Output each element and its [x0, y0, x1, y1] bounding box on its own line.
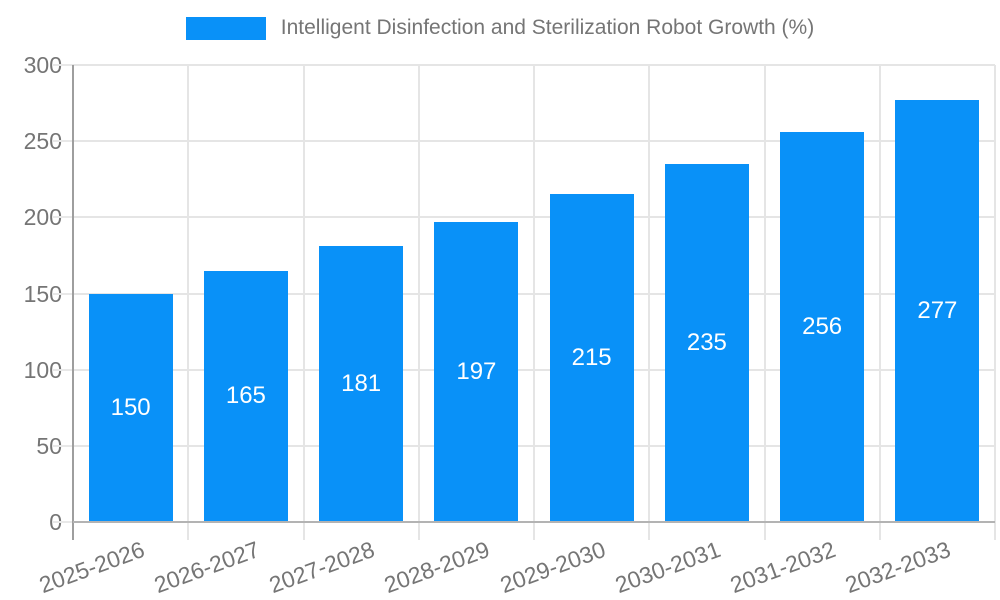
y-axis-tick	[52, 64, 73, 66]
bar-value-label: 165	[225, 382, 266, 410]
y-axis-tick	[52, 444, 73, 447]
x-axis-label: 2028-2029	[381, 536, 494, 599]
bar-value-label: 150	[110, 393, 151, 421]
bar-value-label: 197	[456, 357, 497, 385]
x-axis-label: 2027-2028	[265, 536, 379, 599]
bar[interactable]: 215	[549, 194, 634, 522]
bar-value-label: 181	[341, 370, 382, 398]
bar[interactable]: 277	[895, 100, 980, 522]
y-axis-tick	[52, 368, 73, 371]
y-axis-labels: 050100150200250300	[0, 0, 62, 600]
x-axis-label: 2032-2033	[842, 536, 955, 599]
bar-value-label: 256	[802, 313, 843, 340]
legend-swatch-icon	[185, 16, 266, 40]
y-axis-tick	[52, 140, 73, 143]
y-axis-tick	[52, 292, 73, 295]
bar[interactable]: 197	[434, 221, 519, 522]
chart-legend[interactable]: Intelligent Disinfection and Sterilizati…	[0, 16, 1000, 40]
plot-area: 150 165 181 197 215 235 256 277 2025-2026 2026-2…	[35, 64, 996, 598]
x-axis-label: 2026-2027	[150, 536, 263, 599]
y-axis-line	[72, 65, 74, 540]
bar[interactable]: 165	[203, 270, 288, 522]
bar[interactable]: 235	[664, 164, 749, 522]
bar[interactable]: 181	[319, 246, 404, 522]
x-axis-label: 2031-2032	[726, 536, 840, 599]
gridline-vertical	[763, 65, 766, 540]
bar-value-label: 215	[571, 344, 612, 372]
y-axis-tick	[52, 216, 73, 219]
gridline-vertical	[302, 65, 305, 540]
bar-value-label: 235	[686, 329, 727, 356]
plot-right-border	[994, 65, 996, 540]
legend-label: Intelligent Disinfection and Sterilizati…	[280, 16, 815, 39]
gridline-vertical	[417, 65, 420, 540]
gridline-vertical	[187, 65, 190, 540]
gridline-vertical	[533, 65, 535, 540]
bar-value-label: 277	[917, 297, 958, 324]
x-axis-line	[73, 521, 995, 523]
gridline-vertical	[878, 65, 881, 540]
bar[interactable]: 150	[88, 293, 173, 522]
x-axis-label: 2029-2030	[496, 536, 609, 599]
y-axis-tick	[52, 521, 73, 523]
gridline-vertical	[648, 65, 651, 540]
x-axis-label: 2030-2031	[611, 536, 724, 599]
bar[interactable]: 256	[780, 132, 865, 522]
